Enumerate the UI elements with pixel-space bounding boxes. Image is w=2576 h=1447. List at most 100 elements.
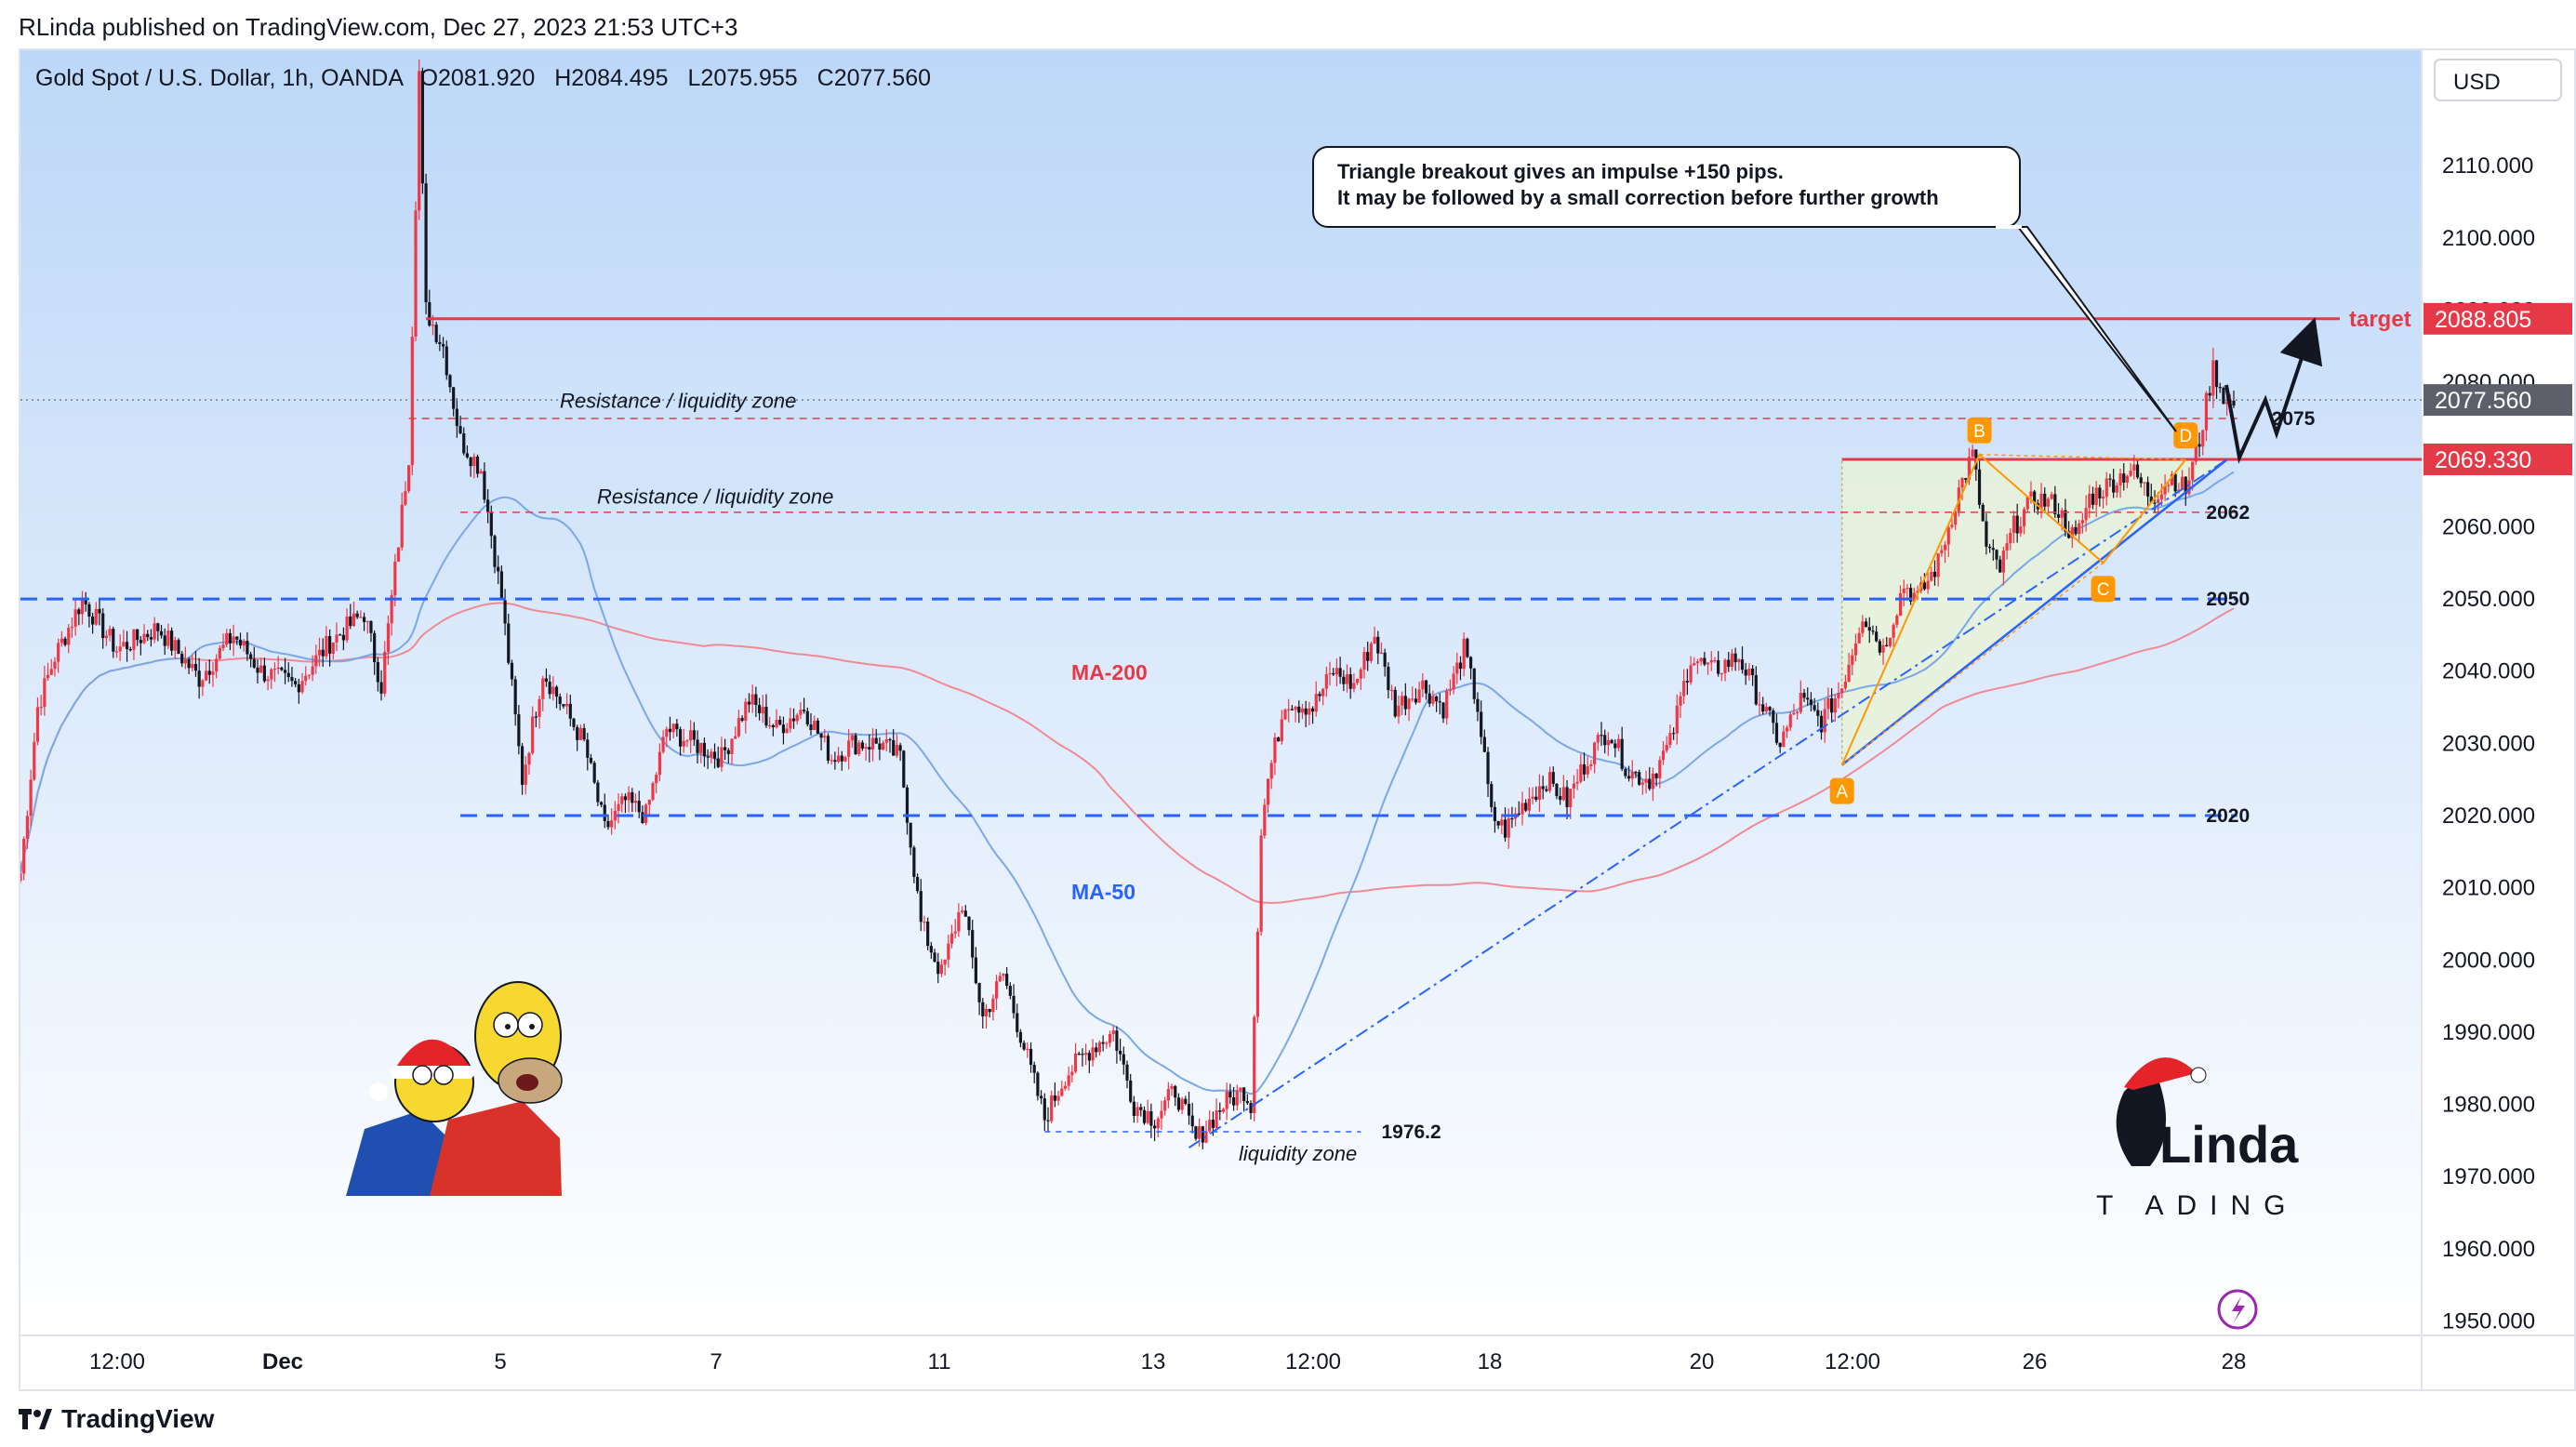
price-tick-label: 1990.000 bbox=[2442, 1020, 2535, 1045]
candle-body bbox=[232, 636, 235, 644]
candle-body bbox=[1988, 546, 1992, 549]
candle-body bbox=[1211, 1120, 1215, 1128]
annotation-callout: Triangle breakout gives an impulse +150 … bbox=[1312, 146, 2177, 432]
candle-body bbox=[94, 608, 98, 625]
price-tick-label: 2110.000 bbox=[2442, 153, 2533, 179]
candle-body bbox=[1709, 660, 1713, 663]
candle-body bbox=[692, 730, 696, 740]
ma-200-label: MA-200 bbox=[1071, 660, 1148, 684]
candle-body bbox=[730, 738, 734, 754]
candle-body bbox=[339, 634, 342, 636]
candle-body bbox=[1040, 1095, 1043, 1099]
candle-body bbox=[538, 698, 541, 717]
candle-body bbox=[720, 747, 724, 767]
candle-body bbox=[892, 739, 896, 756]
candle-body bbox=[1297, 706, 1301, 713]
chart-frame[interactable]: A B C D 20 7 5 2062 2050 2020 1976.2 Resistance / … bbox=[19, 48, 2576, 1391]
candle-body bbox=[1002, 974, 1005, 976]
price-tick-label: 2050.000 bbox=[2442, 587, 2535, 612]
candle-body bbox=[503, 600, 507, 624]
candle-body bbox=[696, 739, 699, 753]
candle-body bbox=[448, 375, 452, 388]
time-tick-label: Dec bbox=[262, 1349, 303, 1374]
candle-body bbox=[1720, 672, 1723, 675]
currency-button[interactable]: USD bbox=[2434, 59, 2562, 101]
candle-body bbox=[1135, 1107, 1139, 1116]
candle-body bbox=[1310, 708, 1315, 712]
candle-body bbox=[2129, 471, 2132, 476]
candle-body bbox=[325, 635, 328, 657]
candle-body bbox=[647, 800, 651, 805]
candle-body bbox=[1782, 731, 1786, 748]
candle-body bbox=[108, 629, 112, 636]
candle-body bbox=[1603, 735, 1607, 746]
candle-body bbox=[1551, 772, 1555, 784]
candle-body bbox=[984, 1008, 989, 1016]
candle-body bbox=[1579, 763, 1583, 782]
candle-body bbox=[1308, 708, 1311, 715]
candle-body bbox=[146, 633, 150, 638]
candle-body bbox=[1253, 1016, 1256, 1113]
candle-body bbox=[1703, 657, 1706, 665]
candle-body bbox=[2074, 526, 2078, 535]
candle-body bbox=[1119, 1050, 1122, 1055]
candle-body bbox=[1300, 708, 1305, 713]
candle-body bbox=[43, 678, 46, 708]
candle-body bbox=[620, 796, 624, 804]
candle-body bbox=[1332, 672, 1335, 675]
candle-body bbox=[369, 620, 373, 633]
candle-body bbox=[1366, 651, 1370, 661]
price-tick-label: 2000.000 bbox=[2442, 948, 2535, 973]
candle-body bbox=[2170, 473, 2174, 485]
candle-body bbox=[2084, 508, 2088, 521]
candle-body bbox=[290, 676, 294, 682]
price-tick-label: 1970.000 bbox=[2442, 1164, 2535, 1189]
candle-body bbox=[747, 701, 751, 705]
candle-body bbox=[2025, 496, 2029, 510]
chart-canvas[interactable]: A B C D 20 7 5 2062 2050 2020 1976.2 Resistance / … bbox=[20, 50, 2574, 1389]
lightning-icon[interactable] bbox=[2217, 1289, 2258, 1330]
candle-body bbox=[1091, 1047, 1095, 1061]
candle-body bbox=[2143, 482, 2146, 484]
candle-body bbox=[527, 752, 531, 765]
candle-body bbox=[1026, 1048, 1029, 1051]
legend: Gold Spot / U.S. Dollar, 1h, OANDA O2081… bbox=[35, 65, 931, 91]
price-tick-label: 1980.000 bbox=[2442, 1093, 2535, 1118]
candle-body bbox=[1249, 1103, 1253, 1113]
candle-body bbox=[1070, 1071, 1074, 1076]
candle-body bbox=[1665, 745, 1668, 751]
candle-body bbox=[1215, 1110, 1218, 1128]
logo-line-2: T ADING bbox=[2096, 1190, 2298, 1221]
candle-body bbox=[2132, 464, 2136, 471]
candle-body bbox=[365, 620, 369, 623]
candle-body bbox=[142, 633, 146, 644]
candle-body bbox=[1706, 662, 1710, 665]
candle-body bbox=[1242, 1087, 1246, 1102]
candle-body bbox=[472, 456, 476, 467]
candle-body bbox=[2157, 499, 2160, 503]
candle-body bbox=[2022, 509, 2026, 527]
candle-body bbox=[1717, 659, 1720, 674]
candle-body bbox=[1758, 704, 1761, 706]
candle-body bbox=[1269, 763, 1273, 779]
candle-body bbox=[1417, 689, 1421, 703]
target-price-tag-background bbox=[2423, 302, 2572, 335]
candle-body bbox=[1046, 1120, 1050, 1122]
annotation-line-1: Triangle breakout gives an impulse +150 … bbox=[1337, 160, 1784, 183]
candle-body bbox=[1572, 783, 1576, 790]
candle-body bbox=[1851, 655, 1854, 665]
candle-body bbox=[1496, 821, 1500, 826]
candle-body bbox=[685, 740, 689, 742]
candle-body bbox=[136, 629, 139, 641]
candle-body bbox=[1843, 682, 1847, 689]
time-axis[interactable]: 12:00 Dec 5 7 11 13 12:00 18 20 12:00 26 28 bbox=[89, 1349, 2246, 1374]
candle-body bbox=[558, 697, 562, 705]
candle-body bbox=[923, 921, 926, 923]
candle-body bbox=[1792, 712, 1796, 715]
candle-body bbox=[702, 742, 707, 757]
candle-body bbox=[1764, 707, 1768, 712]
candle-body bbox=[599, 802, 604, 805]
candle-body bbox=[761, 707, 764, 714]
candle-body bbox=[1689, 665, 1693, 683]
candle-body bbox=[1747, 668, 1751, 676]
